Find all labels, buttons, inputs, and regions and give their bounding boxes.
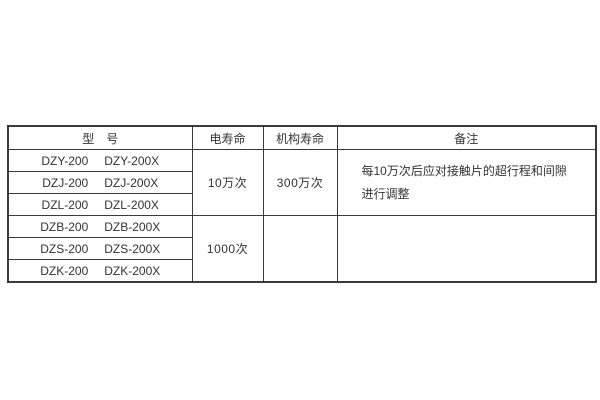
model-name: DZS-200X [104,241,161,256]
model-cell-dzk: DZK-200 DZK-200X [7,259,193,283]
table-row: DZS-200 DZS-200X [7,237,596,260]
model-name: DZK-200X [104,263,161,278]
table-row: DZJ-200 DZJ-200X [7,171,596,194]
remarks-cell-group1: 每10万次后应对接触片的超行程和间隙 进行调整 [336,149,597,216]
remarks-line-1: 每10万次后应对接触片的超行程和间隙 [361,163,567,178]
model-cell-dzj: DZJ-200 DZJ-200X [7,171,193,194]
model-name: DZB-200X [104,219,161,234]
header-model: 型 号 [7,125,193,150]
header-row: 型 号 电寿命 机构寿命 备注 [7,125,597,150]
model-name: DZY-200 [41,153,89,168]
model-cell-dzs: DZS-200 DZS-200X [7,237,193,260]
table-row: DZK-200 DZK-200X [7,259,596,283]
model-name: DZS-200 [40,241,89,256]
mechanism-life-cell-group1: 300万次 [262,149,338,216]
electrical-life-cell-group1: 10万次 [191,149,264,216]
model-name: DZL-200X [104,197,159,212]
table-row: DZY-200 DZY-200X 10万次 300万次 每10万次后应对接触片的超… [7,149,597,216]
model-cell-dzl: DZL-200 DZL-200X [7,193,193,216]
electrical-life-cell-group2: 1000次 [191,215,264,283]
header-mechanism-life: 机构寿命 [262,125,338,150]
header-electrical-life: 电寿命 [191,125,264,150]
model-name: DZJ-200X [104,175,159,190]
model-name: DZB-200 [40,219,89,234]
mechanism-life-cell-group2 [262,215,338,283]
model-name: DZL-200 [41,197,89,212]
model-cell-dzb: DZB-200 DZB-200X [7,215,193,238]
header-remarks: 备注 [336,125,597,150]
remarks-line-2: 进行调整 [361,186,410,201]
model-name: DZJ-200 [42,175,89,190]
model-name: DZY-200X [104,153,160,168]
model-cell-dzy: DZY-200 DZY-200X [7,149,193,172]
table-row: DZB-200 DZB-200X 1000次 [7,215,597,283]
model-name: DZK-200 [40,263,89,278]
relay-life-spec-table: 型 号 电寿命 机构寿命 备注 DZY-200 DZY-200X 10万次 300… [7,125,597,283]
table-row: DZL-200 DZL-200X [7,193,596,216]
remarks-cell-group2 [336,215,597,283]
